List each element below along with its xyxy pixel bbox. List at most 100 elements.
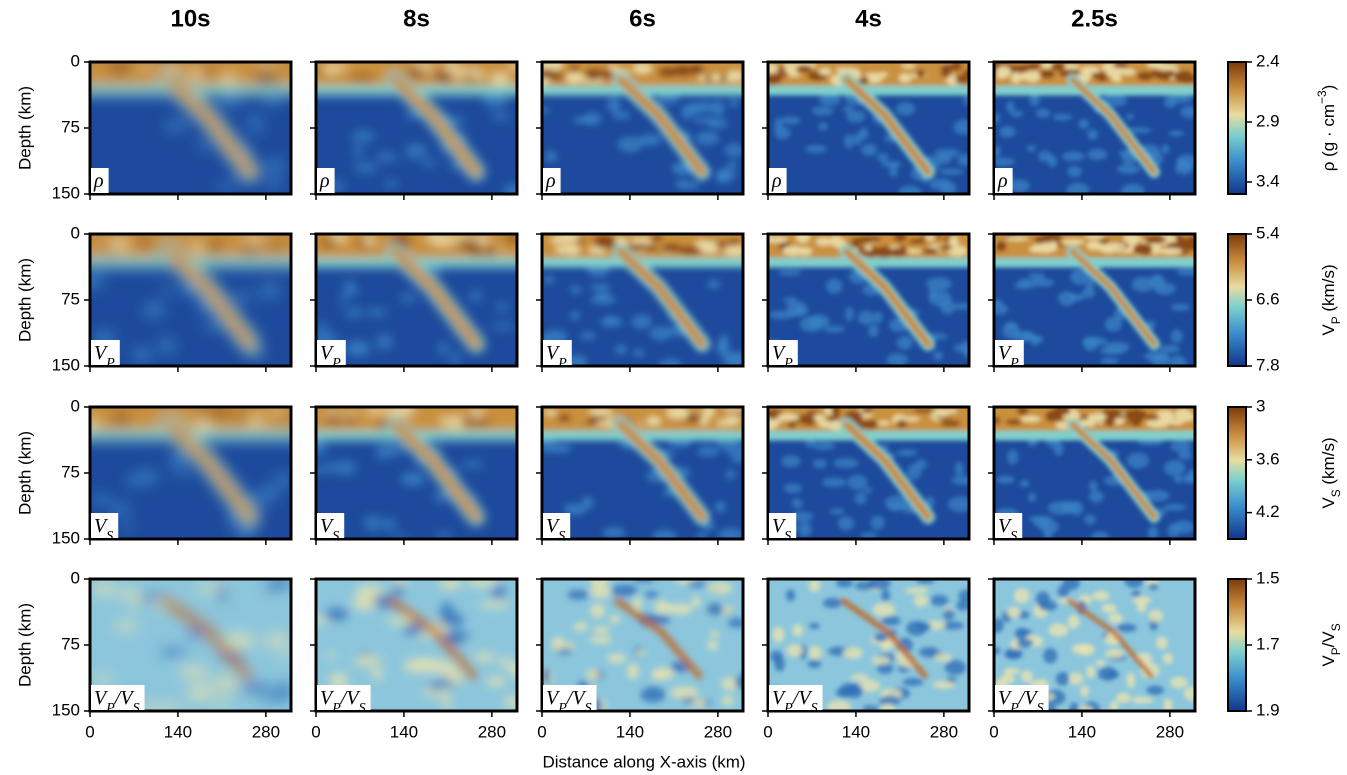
anomaly: [706, 582, 733, 595]
crust-blob: [901, 63, 916, 69]
crust-blob: [484, 246, 498, 256]
tomogram: [542, 62, 743, 194]
crust-blob: [940, 69, 952, 78]
label-text: /: [114, 687, 123, 709]
anomaly: [1067, 672, 1084, 685]
crust-blob: [1144, 236, 1167, 244]
crust-blob: [947, 74, 957, 85]
crust-blob: [948, 408, 958, 414]
label-sub: P: [783, 701, 793, 716]
anomaly: [589, 579, 610, 587]
crust-blob: [108, 62, 133, 69]
crust-blob: [888, 247, 908, 257]
crust-blob: [240, 244, 260, 254]
crust-blob: [1107, 242, 1127, 249]
anomaly: [846, 110, 866, 123]
anomaly: [1159, 344, 1180, 353]
crust: [90, 407, 291, 431]
features: [994, 579, 1195, 711]
anomaly: [907, 463, 922, 480]
crust-blob: [585, 419, 599, 426]
crust-blob: [1124, 409, 1147, 421]
anomaly: [902, 677, 924, 687]
anomaly: [940, 621, 965, 630]
anomaly: [111, 589, 143, 598]
anomaly: [718, 528, 743, 539]
anomaly: [695, 131, 720, 146]
anomaly: [854, 492, 867, 505]
anomaly: [808, 579, 821, 593]
anomaly: [1066, 182, 1090, 194]
anomaly: [565, 503, 587, 516]
rich-label: VP: [772, 342, 793, 371]
crust-blob: [1005, 419, 1022, 425]
anomaly: [656, 92, 680, 105]
anomaly: [492, 583, 506, 600]
crust-blob: [449, 417, 463, 429]
anomaly: [446, 670, 465, 685]
panel: VP/VS0 140 280: [762, 577, 971, 741]
anomaly: [829, 508, 845, 515]
label-sub: P: [783, 356, 793, 371]
crust-blob: [1097, 75, 1108, 82]
anomaly: [542, 106, 550, 114]
anomaly: [490, 323, 515, 330]
anomaly: [854, 581, 876, 591]
anomaly: [876, 663, 894, 674]
anomaly: [696, 532, 707, 539]
label-box: [769, 168, 787, 193]
anomaly: [818, 122, 829, 131]
crust-blob: [703, 407, 714, 418]
anomaly: [957, 153, 969, 167]
anomaly: [386, 178, 397, 190]
anomaly: [872, 311, 883, 324]
anomaly: [847, 474, 868, 490]
crust-blob: [831, 407, 841, 417]
anomaly: [1013, 588, 1030, 604]
anomaly: [569, 311, 581, 320]
anomaly: [383, 445, 399, 454]
anomaly: [1102, 94, 1128, 107]
anomaly: [230, 292, 257, 301]
anomaly: [631, 314, 653, 329]
anomaly: [1006, 449, 1019, 465]
x-tick-label: 140: [1068, 722, 1096, 741]
anomaly: [1013, 331, 1036, 342]
anomaly: [1038, 151, 1053, 163]
label-box: [317, 168, 335, 193]
crust-blob: [795, 65, 813, 73]
x-tick-label: 140: [842, 722, 870, 741]
anomaly: [933, 351, 943, 361]
anomaly: [652, 529, 678, 539]
anomaly: [329, 672, 348, 689]
crust-blob: [436, 240, 448, 246]
anomaly: [827, 700, 851, 711]
slab: [842, 247, 932, 348]
anomaly: [1018, 278, 1032, 286]
anomaly: [1027, 439, 1039, 447]
label-box: [769, 340, 798, 365]
anomaly: [1007, 606, 1021, 619]
anomaly: [649, 326, 672, 341]
crust-blob: [782, 245, 803, 256]
anomaly: [734, 674, 743, 690]
slab: [616, 247, 707, 349]
slab: [162, 418, 257, 523]
tomogram: [90, 407, 291, 539]
anomaly: [1055, 671, 1070, 686]
crust-blob: [1050, 62, 1066, 71]
anomaly: [1016, 629, 1033, 636]
y-tick-label: 0: [71, 223, 80, 242]
features: [542, 407, 743, 539]
anomaly: [462, 460, 484, 469]
crust-blob: [231, 412, 253, 418]
crust: [316, 407, 517, 431]
anomaly: [845, 306, 854, 322]
anomaly: [399, 293, 417, 303]
anomaly: [316, 440, 327, 456]
anomaly: [1163, 503, 1187, 511]
crust-blob: [1149, 242, 1161, 255]
x-tick-label: 0: [85, 722, 94, 741]
anomaly: [1016, 638, 1034, 648]
anomaly: [1005, 321, 1018, 330]
